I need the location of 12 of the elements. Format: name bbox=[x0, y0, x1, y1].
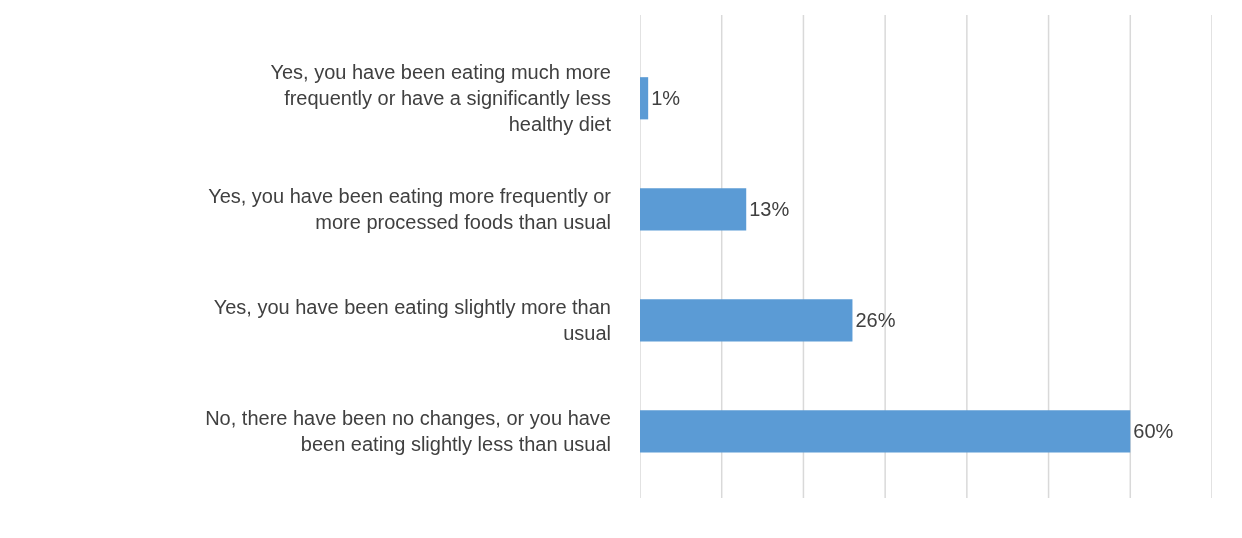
bar bbox=[640, 410, 1131, 453]
data-label: 13% bbox=[749, 198, 790, 221]
y-tick-label: No, there have been no changes, or you have been eating slightly less than usual bbox=[205, 407, 611, 456]
bar bbox=[640, 77, 649, 120]
y-tick-label: Yes, you have been eating slightly more than usual bbox=[213, 296, 611, 345]
bar bbox=[640, 188, 747, 231]
bar bbox=[640, 299, 853, 342]
y-tick-label: Yes, you have been eating more frequently or more processed foods than usual bbox=[208, 185, 612, 234]
data-label: 26% bbox=[855, 309, 896, 332]
data-label: 60% bbox=[1133, 420, 1174, 443]
data-label: 1% bbox=[651, 87, 681, 110]
y-tick-label: Yes, you have been eating much more frequently or have a significantly less healthy diet bbox=[270, 61, 612, 136]
